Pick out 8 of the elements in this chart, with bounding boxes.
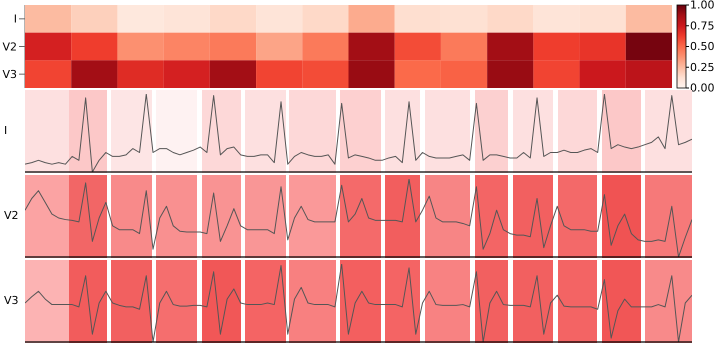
y-tick-label: V3: [2, 68, 17, 82]
color-bar-label: 0.25: [690, 60, 714, 74]
color-bar-label: 0.00: [690, 82, 714, 94]
color-bar-label: 1.00: [690, 0, 714, 12]
color-bar-label: 0.50: [690, 40, 714, 53]
color-bar-label: 0.75: [690, 19, 714, 32]
y-tick-label: V2: [2, 40, 17, 54]
y-tick-label: I: [14, 12, 17, 26]
